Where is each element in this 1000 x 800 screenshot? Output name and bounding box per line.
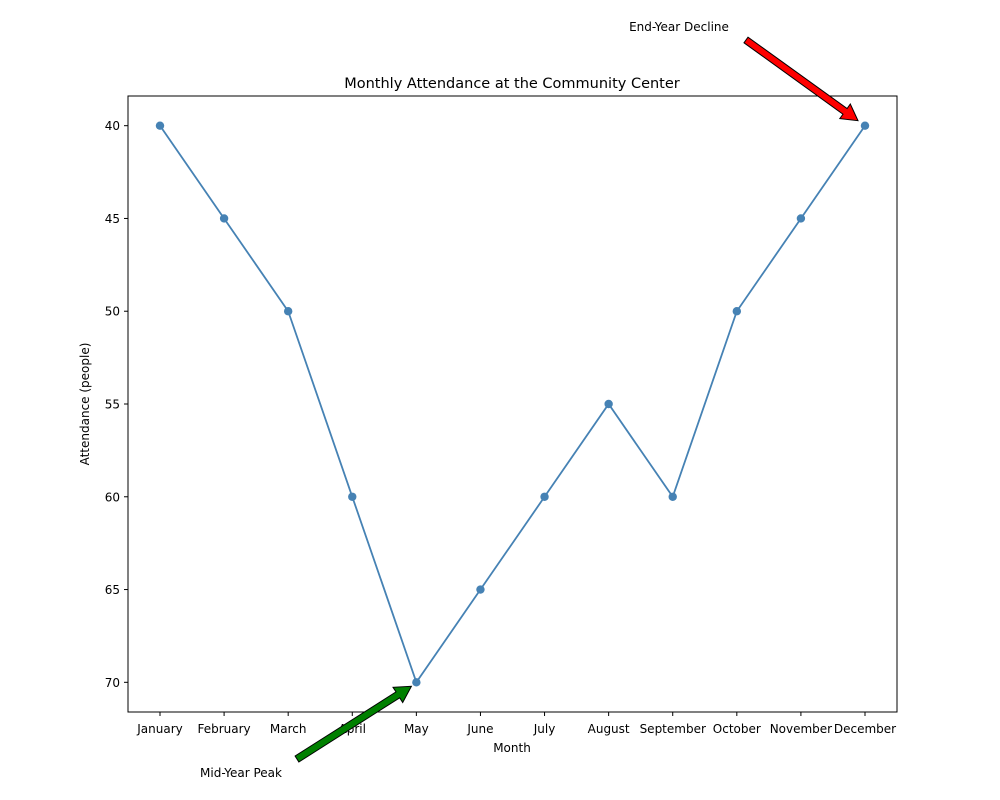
y-tick-label: 65: [105, 583, 120, 597]
data-point: [732, 307, 742, 316]
chart-title: Monthly Attendance at the Community Cent…: [344, 76, 680, 92]
series-line: [159, 125, 866, 685]
x-tick-label: November: [770, 722, 832, 736]
x-tick-label: January: [136, 722, 183, 736]
data-point: [604, 399, 613, 409]
annotation-label: End-Year Decline: [629, 20, 729, 34]
x-tick-label: March: [270, 722, 307, 736]
data-point: [283, 307, 293, 316]
data-point: [860, 121, 870, 130]
y-tick-label: 40: [105, 119, 120, 133]
x-tick-label: December: [834, 722, 896, 736]
x-tick-label: February: [197, 722, 250, 736]
data-point: [219, 214, 229, 223]
x-axis-label: Month: [493, 741, 531, 755]
y-tick-label: 45: [105, 212, 120, 226]
data-point: [155, 121, 165, 130]
y-axis-label: Attendance (people): [78, 343, 92, 466]
data-point: [540, 492, 549, 501]
y-tick-label: 55: [105, 398, 120, 412]
x-tick-label: October: [713, 722, 761, 736]
annotation-arrow: [743, 36, 859, 122]
annotation-label: Mid-Year Peak: [200, 766, 282, 780]
x-tick-label: August: [588, 722, 630, 736]
data-point: [412, 678, 421, 687]
x-tick-label: September: [640, 722, 706, 736]
y-tick-label: 60: [105, 490, 120, 504]
x-tick-label: June: [466, 722, 493, 736]
x-tick-label: July: [533, 722, 556, 736]
data-point: [476, 585, 485, 594]
x-tick-label: May: [404, 722, 429, 736]
y-tick-label: 50: [105, 305, 120, 319]
annotation-arrow: [294, 685, 413, 763]
data-point: [668, 492, 677, 501]
y-tick-label: 70: [105, 676, 120, 690]
data-point: [348, 492, 357, 501]
data-point: [796, 214, 806, 223]
